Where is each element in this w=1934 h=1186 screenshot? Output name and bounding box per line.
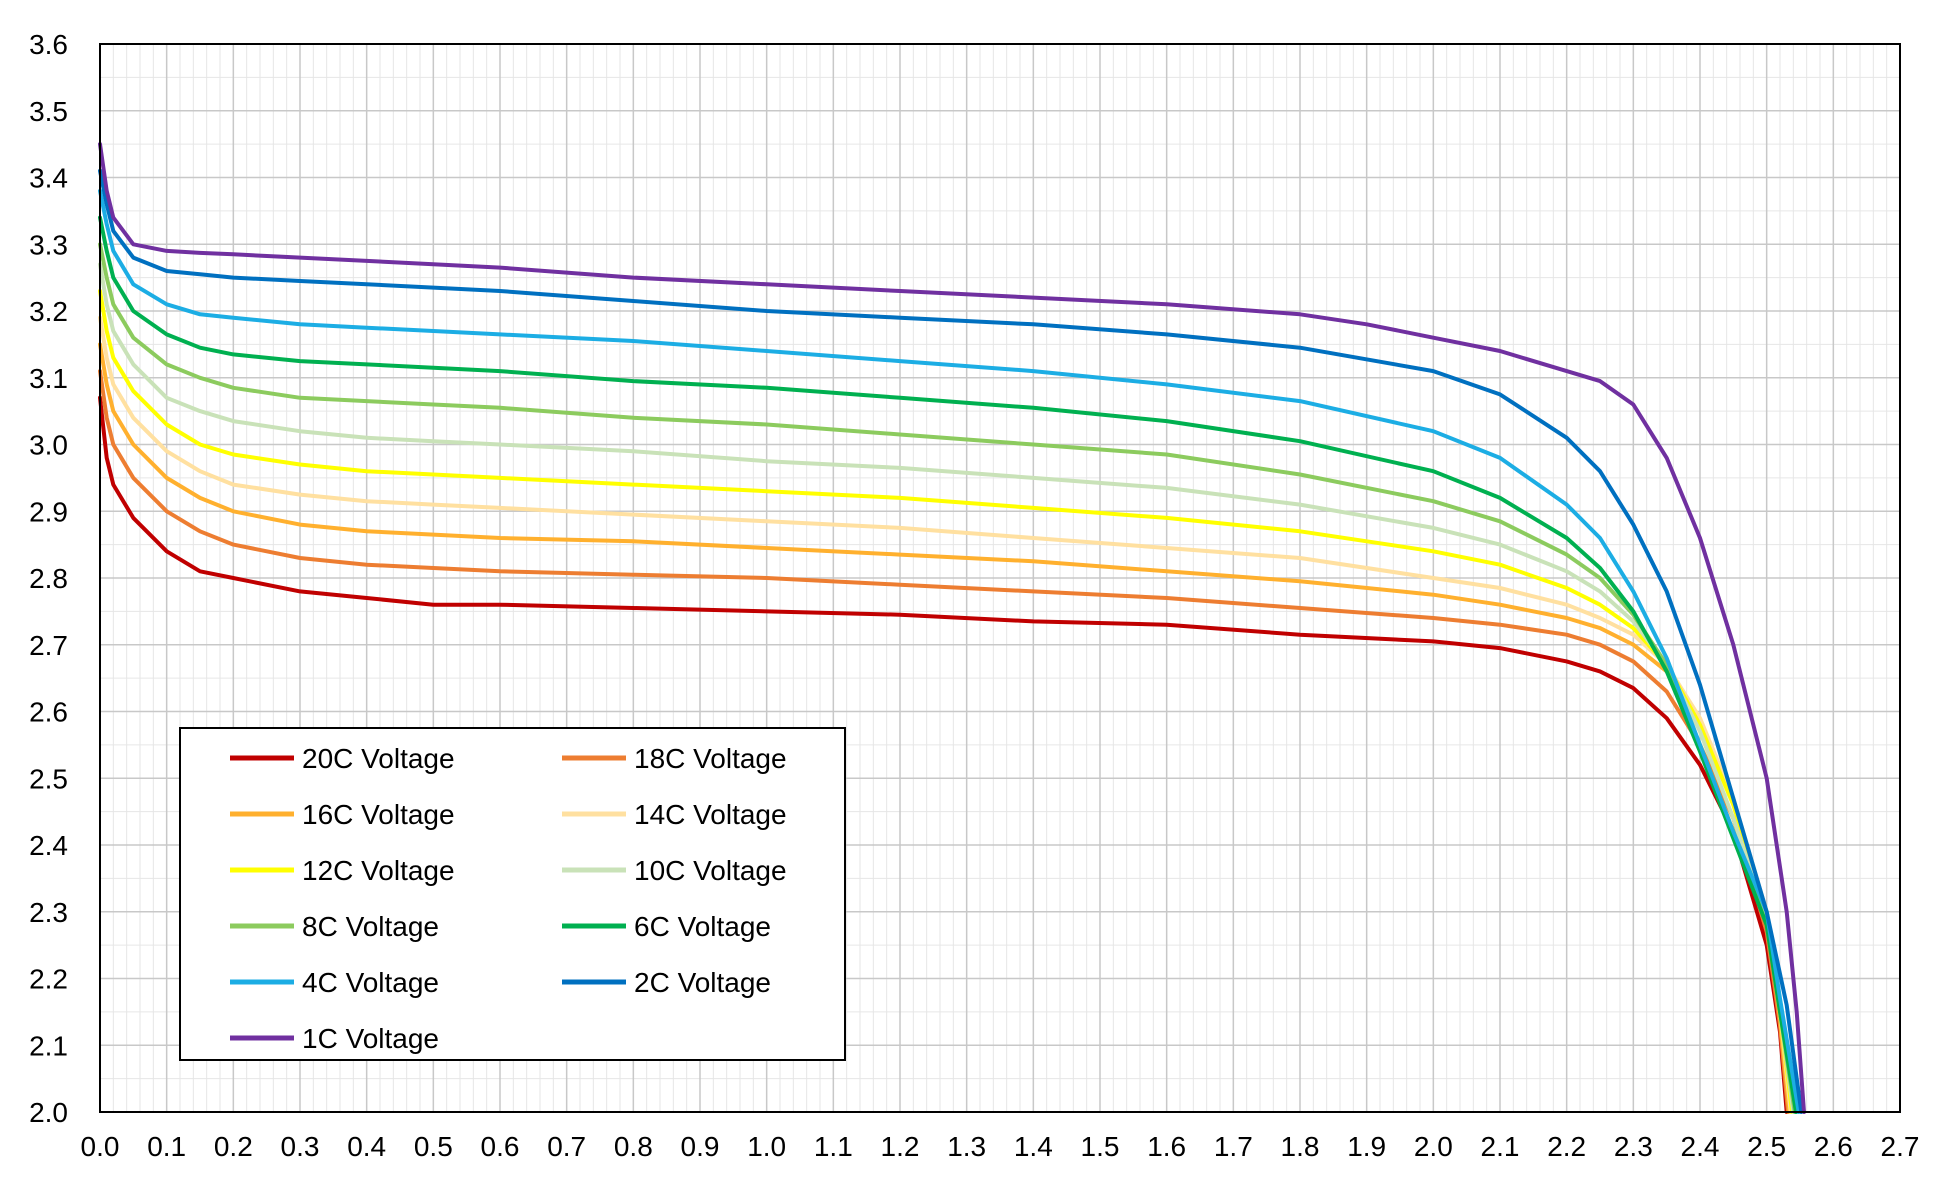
x-axis-tick-labels: 0.0 0.1 0.2 0.3 0.4 0.5 0.6 0.7 0.8 0.9 1.0 1.1 1.2 1… <box>81 1131 1920 1162</box>
x-tick-label: 0.4 <box>347 1131 386 1162</box>
y-tick-label: 2.6 <box>29 697 68 728</box>
x-tick-label: 1.7 <box>1214 1131 1253 1162</box>
legend-label: 10C Voltage <box>634 855 787 886</box>
legend-label: 4C Voltage <box>302 967 439 998</box>
x-tick-label: 0.1 <box>147 1131 186 1162</box>
legend-label: 20C Voltage <box>302 743 455 774</box>
series-layer <box>98 142 1806 1114</box>
y-tick-label: 2.5 <box>29 763 68 794</box>
x-tick-label: 2.5 <box>1747 1131 1786 1162</box>
series-line-1c-voltage <box>98 142 1806 1114</box>
legend-label: 14C Voltage <box>634 799 787 830</box>
y-tick-label: 2.9 <box>29 496 68 527</box>
legend-label: 16C Voltage <box>302 799 455 830</box>
legend-label: 18C Voltage <box>634 743 787 774</box>
x-tick-label: 1.3 <box>947 1131 986 1162</box>
y-tick-label: 3.0 <box>29 430 68 461</box>
legend-label: 12C Voltage <box>302 855 455 886</box>
legend-label: 2C Voltage <box>634 967 771 998</box>
x-tick-label: 2.0 <box>1414 1131 1453 1162</box>
y-tick-label: 3.6 <box>29 29 68 60</box>
y-tick-label: 2.0 <box>29 1097 68 1128</box>
plot-area-border <box>99 43 1901 1113</box>
x-tick-label: 0.7 <box>547 1131 586 1162</box>
x-tick-label: 0.9 <box>681 1131 720 1162</box>
x-tick-label: 0.5 <box>414 1131 453 1162</box>
legend-label: 6C Voltage <box>634 911 771 942</box>
x-tick-label: 0.6 <box>481 1131 520 1162</box>
y-tick-label: 3.4 <box>29 163 68 194</box>
x-tick-label: 1.1 <box>814 1131 853 1162</box>
legend-label: 8C Voltage <box>302 911 439 942</box>
x-tick-label: 2.6 <box>1814 1131 1853 1162</box>
x-tick-label: 2.3 <box>1614 1131 1653 1162</box>
x-tick-label: 2.7 <box>1881 1131 1920 1162</box>
y-tick-label: 2.3 <box>29 897 68 928</box>
y-tick-label: 3.5 <box>29 96 68 127</box>
x-tick-label: 0.2 <box>214 1131 253 1162</box>
y-tick-label: 3.1 <box>29 363 68 394</box>
y-tick-label: 3.3 <box>29 229 68 260</box>
x-tick-label: 0.0 <box>81 1131 120 1162</box>
y-tick-label: 2.1 <box>29 1030 68 1061</box>
x-tick-label: 1.4 <box>1014 1131 1053 1162</box>
y-tick-label: 2.8 <box>29 563 68 594</box>
x-tick-label: 2.2 <box>1547 1131 1586 1162</box>
series-line-2c-voltage <box>98 168 1804 1114</box>
y-axis-tick-labels: 2.0 2.1 2.2 2.3 2.4 2.5 2.6 2.7 2.8 2.9 3.0 3.1 3.2 3… <box>29 29 68 1128</box>
legend-label: 1C Voltage <box>302 1023 439 1054</box>
x-tick-label: 2.4 <box>1681 1131 1720 1162</box>
series-line-6c-voltage <box>98 215 1798 1114</box>
y-tick-label: 3.2 <box>29 296 68 327</box>
legend: 20C Voltage 18C Voltage 16C Voltage 14C Vol… <box>179 727 846 1061</box>
legend-box <box>179 727 846 1061</box>
series-line-20c-voltage <box>98 395 1789 1114</box>
y-tick-label: 2.7 <box>29 630 68 661</box>
y-tick-label: 2.2 <box>29 964 68 995</box>
x-tick-label: 0.3 <box>281 1131 320 1162</box>
x-tick-label: 1.8 <box>1281 1131 1320 1162</box>
x-tick-label: 1.9 <box>1347 1131 1386 1162</box>
x-tick-label: 1.6 <box>1147 1131 1186 1162</box>
series-line-18c-voltage <box>98 369 1790 1114</box>
x-tick-label: 1.2 <box>881 1131 920 1162</box>
x-tick-label: 2.1 <box>1481 1131 1520 1162</box>
x-tick-label: 1.5 <box>1081 1131 1120 1162</box>
x-tick-label: 0.8 <box>614 1131 653 1162</box>
x-tick-label: 1.0 <box>747 1131 786 1162</box>
series-line-4c-voltage <box>98 188 1801 1114</box>
y-tick-label: 2.4 <box>29 830 68 861</box>
